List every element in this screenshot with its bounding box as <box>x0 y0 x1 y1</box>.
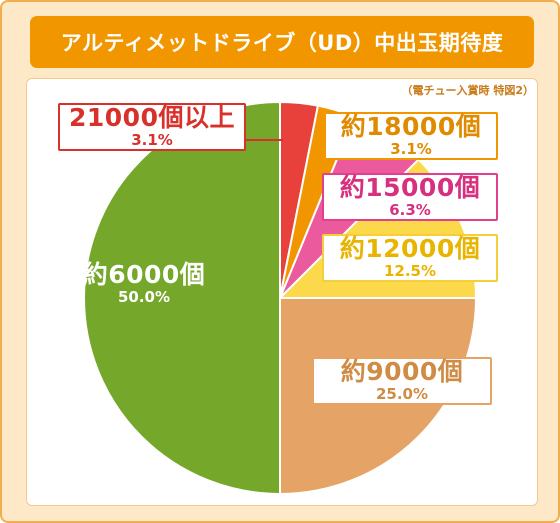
slice-pct: 3.1% <box>131 131 173 150</box>
slice-name: 約18000個 <box>340 112 482 141</box>
slice-name: 21000個以上 <box>69 103 235 132</box>
slice-label-12000: 約12000個 12.5% <box>322 234 498 282</box>
slice-pct: 25.0% <box>375 385 429 404</box>
slice-label-18000: 約18000個 3.1% <box>324 112 498 160</box>
slice-pct: 6.3% <box>389 201 431 220</box>
slice-label-9000: 約9000個 25.0% <box>312 357 492 405</box>
slice-name: 約9000個 <box>340 357 464 386</box>
chart-title: アルティメットドライブ（UD）中出玉期待度 <box>30 16 534 68</box>
slice-label-15000: 約15000個 6.3% <box>322 173 498 221</box>
slice-label-21000: 21000個以上 3.1% <box>58 103 246 151</box>
slice-name: 約6000個 <box>82 260 206 289</box>
slice-pct: 3.1% <box>390 140 432 159</box>
slice-name: 約15000個 <box>339 173 481 202</box>
chart-note: （電チュー入賞時 特図2） <box>401 84 534 97</box>
slice-pct: 50.0% <box>117 288 171 307</box>
slice-label-6000: 約6000個 50.0% <box>74 260 214 307</box>
slice-name: 約12000個 <box>339 234 481 263</box>
slice-pct: 12.5% <box>383 262 437 281</box>
